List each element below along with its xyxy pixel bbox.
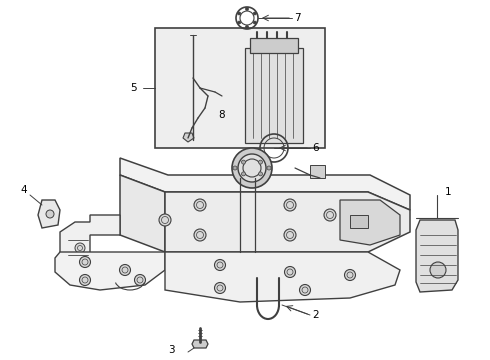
Circle shape [242, 172, 245, 176]
Text: 3: 3 [168, 345, 174, 355]
Circle shape [245, 8, 248, 10]
Circle shape [253, 21, 256, 24]
Circle shape [194, 229, 206, 241]
Polygon shape [416, 220, 458, 292]
Polygon shape [120, 175, 165, 252]
Polygon shape [165, 252, 400, 302]
Circle shape [120, 265, 130, 275]
Polygon shape [245, 48, 303, 143]
Circle shape [159, 214, 171, 226]
Circle shape [299, 284, 311, 296]
Circle shape [259, 172, 263, 176]
Text: 6: 6 [312, 143, 318, 153]
Circle shape [253, 12, 256, 15]
Circle shape [284, 199, 296, 211]
Polygon shape [55, 252, 165, 290]
Circle shape [267, 166, 271, 170]
Polygon shape [165, 192, 410, 252]
Polygon shape [192, 340, 208, 348]
Polygon shape [183, 133, 194, 142]
Circle shape [242, 160, 245, 164]
Circle shape [238, 21, 241, 24]
Text: 2: 2 [312, 310, 318, 320]
Circle shape [79, 275, 91, 285]
Text: 7: 7 [294, 13, 301, 23]
Circle shape [238, 12, 241, 15]
Circle shape [215, 260, 225, 270]
Circle shape [284, 229, 296, 241]
Polygon shape [38, 200, 60, 228]
Circle shape [79, 256, 91, 267]
Circle shape [233, 166, 237, 170]
Polygon shape [120, 158, 410, 210]
Circle shape [245, 26, 248, 28]
Circle shape [259, 160, 263, 164]
Circle shape [134, 275, 146, 285]
Text: 8: 8 [218, 110, 224, 120]
Polygon shape [250, 38, 298, 53]
Text: 4: 4 [20, 185, 26, 195]
Circle shape [194, 199, 206, 211]
Text: 1: 1 [445, 187, 452, 197]
Circle shape [344, 270, 356, 280]
Circle shape [238, 154, 266, 182]
Circle shape [215, 283, 225, 293]
Circle shape [75, 243, 85, 253]
Polygon shape [340, 200, 400, 245]
Circle shape [46, 210, 54, 218]
Polygon shape [310, 165, 325, 178]
Circle shape [232, 148, 272, 188]
Polygon shape [350, 215, 368, 228]
Text: 5: 5 [130, 83, 137, 93]
Circle shape [324, 209, 336, 221]
Polygon shape [60, 215, 120, 285]
Bar [155, 28, 325, 148]
Circle shape [430, 262, 446, 278]
Circle shape [285, 266, 295, 278]
